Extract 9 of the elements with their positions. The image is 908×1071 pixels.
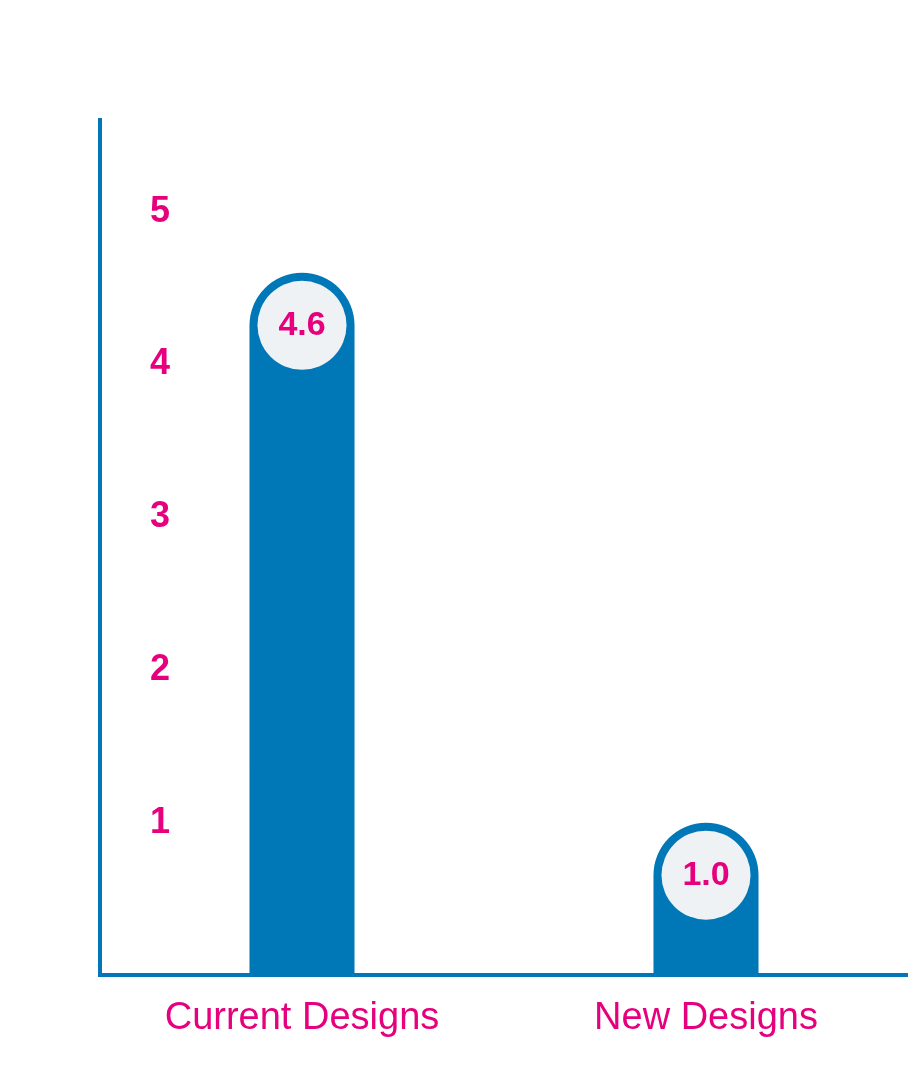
data-label: 1.0 (682, 853, 730, 892)
y-tick-label: 3 (150, 494, 171, 536)
y-tick-label: 5 (150, 188, 171, 230)
x-tick-label: New Designs (594, 994, 818, 1037)
data-label: 4.6 (278, 303, 326, 342)
y-tick-label: 4 (150, 341, 171, 383)
y-tick-label: 1 (150, 799, 171, 841)
x-tick-label: Current Designs (164, 994, 440, 1037)
y-tick-label: 2 (150, 646, 171, 688)
